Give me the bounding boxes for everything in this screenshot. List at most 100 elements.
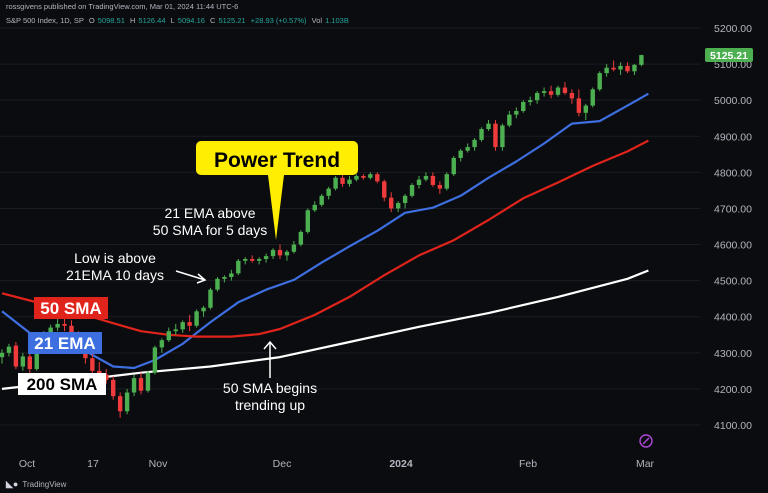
candle [548,85,554,99]
candle [562,82,568,95]
annotation-sma-trending-line1: 50 SMA begins [223,380,317,396]
candle [62,318,67,332]
candle-body [340,177,345,184]
time-axis: Oct 17 Nov Dec 2024 Feb Mar [19,458,655,470]
annotation-ema-above-line1: 21 EMA above [164,205,255,221]
tradingview-logo-icon: ◣● [6,479,19,489]
candle-body [528,100,533,102]
candle-body [222,277,227,279]
candle-body [104,374,109,380]
footer-brand[interactable]: ◣● TradingView [6,479,66,490]
candle-body [6,346,12,353]
candle-body [458,150,463,158]
annotation-low-above-line1: Low is above [74,250,156,266]
candle [104,369,109,384]
candle [514,107,519,119]
candlesticks [0,54,644,418]
candle-body [298,231,304,245]
candle [236,258,241,276]
high-label: H [129,16,136,25]
candle [597,71,602,92]
series-label-21ema: 21 EMA [28,332,102,354]
candle [111,376,116,400]
publisher-text: rossgivens published on TradingView.com,… [6,2,239,11]
candle [117,392,123,418]
candle [590,87,595,108]
candle-body [20,356,26,367]
21-ema-line [1,92,649,370]
candle-body [13,345,19,367]
candle [291,240,297,254]
series-label-200sma: 200 SMA [18,373,106,395]
candle [382,179,387,202]
candle [507,111,512,128]
power-trend-callout: Power Trend [196,141,358,240]
candle [256,257,262,265]
candle-body [611,67,616,70]
y-tick-label: 5100.00 [714,59,752,71]
candle [437,181,443,195]
candle-body [632,64,637,72]
candle-body [472,139,477,148]
candle-body [569,92,575,99]
candle-body [521,101,526,112]
candle-body [319,195,324,205]
annotation-sma-trending-line2: trending up [235,397,305,413]
replay-icon[interactable] [639,434,653,448]
candle-body [34,347,39,370]
y-tick-label: 4100.00 [714,420,752,432]
candle [208,287,213,310]
x-tick-label: Feb [519,458,537,470]
series-label-50sma-text: 50 SMA [40,299,101,318]
candle-body [97,370,102,375]
candle [611,60,616,72]
candle [222,275,227,283]
candle [451,156,456,176]
vol-label: Vol [311,16,323,25]
candle-body [69,325,74,335]
candle-body [583,105,588,113]
candle-body [152,347,158,373]
candle [194,309,199,328]
candle [201,305,206,317]
power-trend-text: Power Trend [214,149,340,172]
candle-body [541,91,547,93]
annotation-low-above-arrow [175,270,207,284]
candle [263,253,269,263]
candle-body [534,92,540,101]
candle [284,249,290,261]
publisher-line: rossgivens published on TradingView.com,… [6,2,238,11]
candle-body [173,329,178,332]
candle [173,323,178,335]
candle [250,255,255,263]
candle-body [243,258,248,261]
candle [305,208,310,234]
candle-body [590,89,595,106]
candle [409,183,415,198]
candle [131,374,137,397]
price-axis: 4100.00 4200.00 4300.00 4400.00 4500.00 4600.… [714,23,752,432]
high-value: 5126.44 [138,16,166,25]
candle [493,120,498,151]
open-value: 5098.51 [97,16,125,25]
candle-body [145,372,151,391]
annotation-low-above-line2: 21EMA 10 days [66,267,164,283]
y-tick-label: 5000.00 [714,95,752,107]
candle-body [48,327,53,333]
candle-body [277,249,283,256]
y-tick-label: 4900.00 [714,131,752,143]
candle-body [326,188,331,196]
y-tick-label: 4400.00 [714,312,752,324]
candle-body [354,175,359,180]
y-tick-label: 4300.00 [714,348,752,360]
y-tick-label: 4500.00 [714,276,752,288]
candle [347,175,352,187]
candle-body [430,175,436,185]
last-price-text: 5125.21 [710,50,748,62]
candle [187,314,192,332]
candle-body [361,175,366,178]
candle-body [486,123,491,130]
candle [541,87,547,97]
candle-body [111,379,116,397]
